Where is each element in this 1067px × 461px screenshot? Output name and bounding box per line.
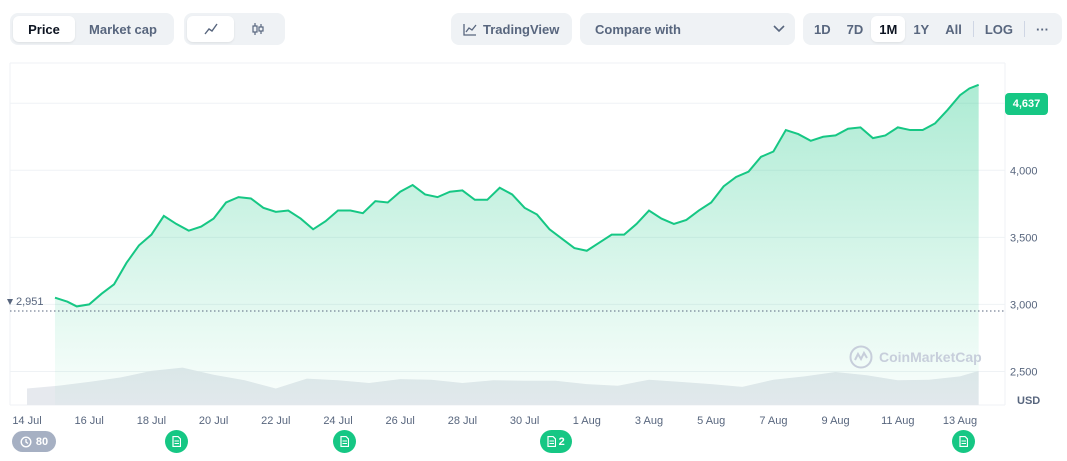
x-tick-label: 26 Jul: [386, 415, 415, 427]
x-tick-label: 11 Aug: [881, 415, 914, 427]
more-options-button[interactable]: ···: [1036, 21, 1050, 37]
x-tick-label: 16 Jul: [75, 415, 104, 427]
news-event-marker[interactable]: [951, 430, 975, 453]
news-event-marker[interactable]: [164, 430, 188, 453]
coinmarketcap-logo-icon: [849, 345, 873, 369]
log-scale-button[interactable]: LOG: [984, 21, 1014, 37]
watermark-text: CoinMarketCap: [879, 349, 982, 365]
range-selector: 1D 7D 1M 1Y All LOG ···: [803, 13, 1062, 45]
x-tick-label: 3 Aug: [635, 415, 663, 427]
x-tick-label: 18 Jul: [137, 415, 166, 427]
tradingview-button[interactable]: TradingView: [451, 13, 572, 45]
x-tick-label: 7 Aug: [759, 415, 787, 427]
tradingview-label: TradingView: [483, 21, 560, 37]
history-badge[interactable]: 80: [12, 431, 56, 452]
price-area: [54, 84, 979, 405]
compare-dropdown[interactable]: Compare with: [580, 13, 795, 45]
range-1d-button[interactable]: 1D: [814, 21, 831, 37]
document-icon: [547, 436, 556, 447]
document-icon: [959, 436, 968, 447]
view-tabs: Price Market cap: [10, 13, 174, 45]
range-divider: [1024, 21, 1026, 37]
currency-label: USD: [1017, 395, 1041, 407]
y-tick-label: 3,500: [1010, 232, 1038, 244]
news-event-marker[interactable]: [332, 430, 356, 453]
document-icon: [340, 436, 349, 447]
x-tick-label: 28 Jul: [448, 415, 477, 427]
price-line: [54, 83, 980, 308]
line-chart-icon: [203, 23, 218, 35]
x-axis: 14 Jul 16 Jul 18 Jul 20 Jul 22 Jul 24 Jul 26 J…: [12, 415, 977, 427]
x-tick-label: 1 Aug: [573, 415, 601, 427]
chart-type-toggle: [184, 13, 285, 45]
range-divider: [972, 21, 974, 37]
range-7d-button[interactable]: 7D: [846, 21, 864, 37]
x-tick-label: 24 Jul: [323, 415, 352, 427]
range-1y-button[interactable]: 1Y: [913, 21, 930, 37]
y-tick-label: 3,000: [1010, 299, 1038, 311]
news-event-marker[interactable]: 2: [539, 430, 572, 453]
y-tick-label: 2,500: [1010, 366, 1038, 378]
line-chart-button[interactable]: [187, 16, 234, 42]
chevron-down-icon: [773, 25, 785, 33]
current-price-badge: 4,637: [1005, 93, 1048, 115]
range-1m-button[interactable]: 1M: [871, 16, 906, 42]
candlestick-icon: [251, 23, 264, 35]
chart-trend-icon: [463, 23, 477, 36]
coinmarketcap-watermark: CoinMarketCap: [849, 345, 982, 369]
y-tick-label: 4,000: [1010, 165, 1038, 177]
document-icon: [172, 436, 181, 447]
triangle-down-icon: [7, 299, 13, 305]
start-price-label: 2,951: [7, 296, 44, 308]
tab-market-cap[interactable]: Market cap: [89, 21, 157, 37]
x-tick-label: 20 Jul: [199, 415, 228, 427]
x-tick-label: 5 Aug: [697, 415, 725, 427]
event-count: 2: [558, 435, 565, 448]
x-tick-label: 13 Aug: [943, 415, 977, 427]
candlestick-chart-button[interactable]: [234, 16, 281, 42]
range-all-button[interactable]: All: [945, 21, 962, 37]
x-tick-label: 9 Aug: [822, 415, 850, 427]
compare-label: Compare with: [595, 21, 681, 37]
x-tick-label: 30 Jul: [510, 415, 539, 427]
start-price-value: 2,951: [16, 296, 44, 308]
x-tick-label: 14 Jul: [12, 415, 41, 427]
x-tick-label: 22 Jul: [261, 415, 290, 427]
history-icon: [20, 435, 32, 448]
history-count: 80: [35, 435, 49, 448]
tab-price[interactable]: Price: [13, 16, 75, 42]
